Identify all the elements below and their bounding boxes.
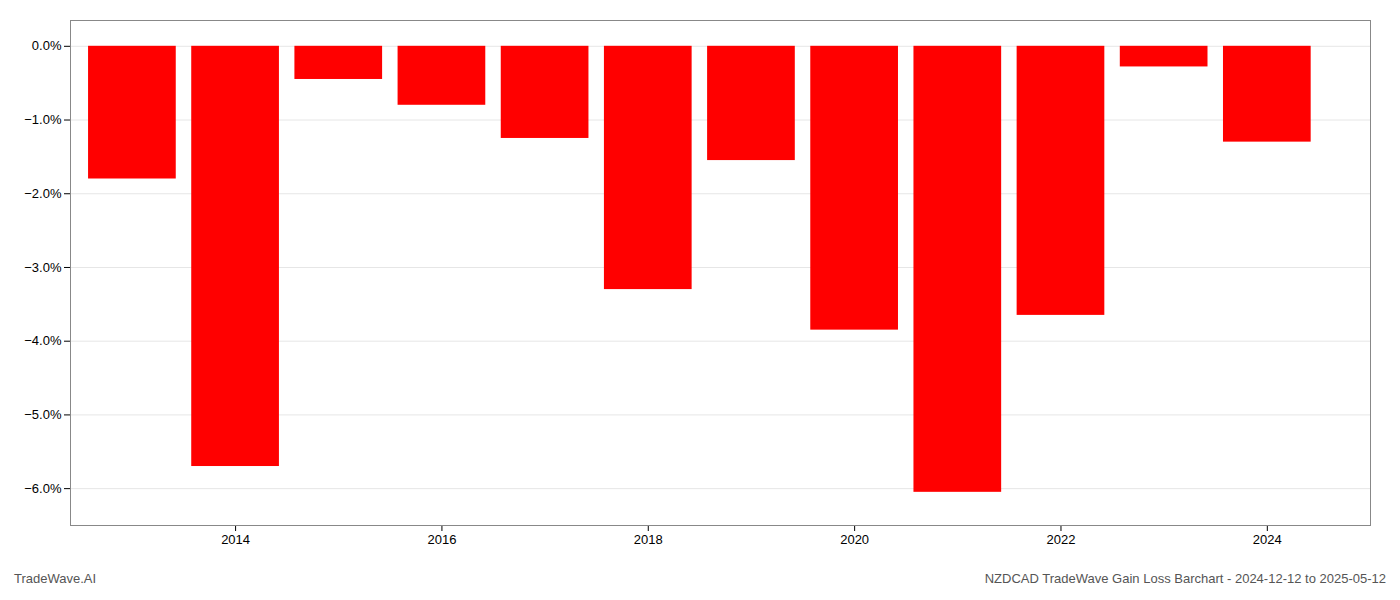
- svg-text:−2.0%: −2.0%: [24, 186, 62, 201]
- svg-text:0.0%: 0.0%: [32, 38, 62, 53]
- svg-text:2022: 2022: [1047, 532, 1076, 547]
- svg-text:2016: 2016: [427, 532, 456, 547]
- svg-text:2014: 2014: [221, 532, 250, 547]
- svg-text:−4.0%: −4.0%: [24, 333, 62, 348]
- svg-text:−5.0%: −5.0%: [24, 407, 62, 422]
- svg-text:2018: 2018: [634, 532, 663, 547]
- svg-text:−1.0%: −1.0%: [24, 112, 62, 127]
- svg-text:−6.0%: −6.0%: [24, 481, 62, 496]
- svg-text:2020: 2020: [840, 532, 869, 547]
- html-text:TradeWave.AI: TradeWave.AI: [14, 571, 97, 586]
- svg-text:−3.0%: −3.0%: [24, 260, 62, 275]
- svg-text:2024: 2024: [1253, 532, 1282, 547]
- html-text:NZDCAD TradeWave Gain Loss Bar: NZDCAD TradeWave Gain Loss Barchart - 20…: [984, 571, 1386, 586]
